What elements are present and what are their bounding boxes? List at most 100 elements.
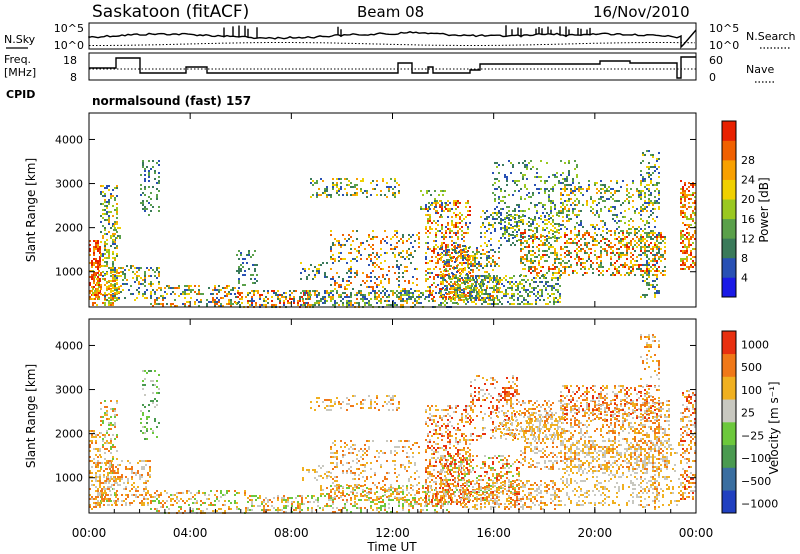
- echo-pixel: [442, 277, 444, 279]
- echo-pixel: [455, 293, 457, 295]
- echo-pixel: [486, 216, 488, 218]
- echo-pixel: [692, 262, 694, 264]
- echo-pixel: [418, 236, 420, 238]
- echo-pixel: [488, 216, 490, 218]
- echo-pixel: [545, 281, 547, 283]
- echo-pixel: [109, 460, 111, 462]
- echo-pixel: [492, 224, 494, 226]
- echo-pixel: [334, 184, 336, 186]
- echo-pixel: [380, 292, 382, 294]
- echo-pixel: [568, 170, 570, 172]
- echo-pixel: [108, 450, 110, 452]
- echo-pixel: [526, 256, 528, 258]
- echo-pixel: [548, 270, 550, 272]
- echo-pixel: [444, 304, 446, 306]
- echo-pixel: [214, 301, 216, 303]
- echo-pixel: [190, 289, 192, 291]
- echo-pixel: [166, 285, 168, 287]
- echo-pixel: [119, 227, 121, 229]
- echo-pixel: [534, 268, 536, 270]
- echo-pixel: [548, 198, 550, 200]
- echo-pixel: [372, 238, 374, 240]
- echo-pixel: [127, 482, 129, 484]
- echo-pixel: [394, 302, 396, 304]
- echo-pixel: [108, 253, 110, 255]
- echo-pixel: [111, 466, 113, 468]
- echo-pixel: [127, 480, 129, 482]
- echo-pixel: [410, 292, 412, 294]
- echo-pixel: [692, 212, 694, 214]
- echo-pixel: [368, 276, 370, 278]
- echo-pixel: [127, 468, 129, 470]
- echo-pixel: [116, 275, 118, 277]
- echo-pixel: [570, 252, 572, 254]
- echo-pixel: [494, 212, 496, 214]
- echo-pixel: [370, 276, 372, 278]
- echo-pixel: [462, 269, 464, 271]
- echo-pixel: [372, 262, 374, 264]
- echo-pixel: [433, 282, 435, 284]
- echo-pixel: [416, 296, 418, 298]
- echo-pixel: [368, 254, 370, 256]
- echo-pixel: [340, 252, 342, 254]
- echo-pixel: [116, 211, 118, 213]
- echo-pixel: [530, 168, 532, 170]
- echo-pixel: [542, 274, 544, 276]
- echo-pixel: [510, 234, 512, 236]
- echo-pixel: [100, 468, 102, 470]
- echo-pixel: [318, 270, 320, 272]
- echo-pixel: [310, 294, 312, 296]
- echo-pixel: [440, 257, 442, 259]
- echo-pixel: [350, 302, 352, 304]
- echo-pixel: [164, 287, 166, 289]
- echo-pixel: [106, 478, 108, 480]
- echo-pixel: [406, 290, 408, 292]
- echo-pixel: [640, 170, 642, 172]
- noise-search-trace: [89, 42, 696, 46]
- echo-pixel: [104, 434, 106, 436]
- echo-pixel: [338, 296, 340, 298]
- echo-pixel: [576, 264, 578, 266]
- power-y-axis-label: Slant Range [km]: [24, 158, 38, 262]
- echo-pixel: [142, 388, 144, 390]
- echo-pixel: [556, 212, 558, 214]
- echo-pixel: [429, 214, 431, 216]
- echo-pixel: [384, 252, 386, 254]
- echo-pixel: [95, 462, 97, 464]
- echo-pixel: [376, 180, 378, 182]
- echo-pixel: [142, 192, 144, 194]
- echo-pixel: [682, 192, 684, 194]
- echo-pixel: [170, 287, 172, 289]
- echo-pixel: [610, 192, 612, 194]
- echo-pixel: [538, 272, 540, 274]
- echo-pixel: [291, 298, 293, 300]
- echo-pixel: [255, 302, 257, 304]
- echo-pixel: [558, 229, 560, 231]
- echo-pixel: [680, 264, 682, 266]
- echo-pixel: [642, 230, 644, 232]
- echo-pixel: [184, 297, 186, 299]
- echo-pixel: [158, 388, 160, 390]
- echo-pixel: [452, 283, 454, 285]
- echo-pixel: [574, 226, 576, 228]
- echo-pixel: [634, 234, 636, 236]
- echo-pixel: [501, 283, 503, 285]
- echo-pixel: [422, 208, 424, 210]
- echo-pixel: [552, 221, 554, 223]
- echo-pixel: [692, 234, 694, 236]
- echo-pixel: [113, 480, 115, 482]
- echo-pixel: [239, 298, 241, 300]
- echo-pixel: [524, 198, 526, 200]
- echo-pixel: [648, 202, 650, 204]
- echo-pixel: [95, 246, 97, 248]
- echo-pixel: [255, 290, 257, 292]
- echo-pixel: [694, 232, 696, 234]
- echo-pixel: [440, 247, 442, 249]
- echo-pixel: [238, 270, 240, 272]
- echo-pixel: [99, 494, 101, 496]
- echo-pixel: [110, 285, 112, 287]
- echo-pixel: [624, 222, 626, 224]
- echo-pixel: [628, 248, 630, 250]
- echo-pixel: [112, 424, 114, 426]
- echo-pixel: [112, 302, 114, 304]
